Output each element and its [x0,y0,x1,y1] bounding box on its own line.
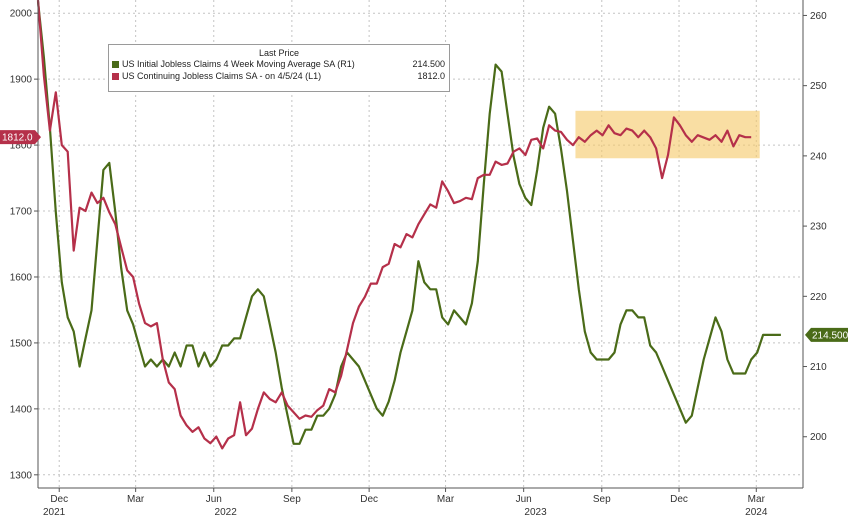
right-tick-label: 230 [810,222,827,233]
legend-label-continuing-claims: US Continuing Jobless Claims SA - on 4/5… [122,71,322,81]
left-tick-label: 1800 [10,141,33,152]
legend: Last Price US Initial Jobless Claims 4 W… [108,44,450,92]
x-tick-label: Jun [206,494,222,505]
left-tick-label: 1500 [10,338,33,349]
axes: 2000 1900 1800 1700 1600 1500 1400 1300 260 250 24… [10,0,827,518]
right-last-value-label: 214.500 [812,330,848,341]
legend-swatch-initial-claims [112,60,119,68]
left-tick-label: 1400 [10,404,33,415]
left-tick-label: 1700 [10,207,33,218]
last-value-tags: 1812.0 214.500 [0,130,848,342]
left-tick-label: 1600 [10,272,33,283]
right-tick-label: 220 [810,292,827,303]
legend-value-continuing-claims: 1812.0 [417,71,445,81]
legend-label-initial-claims: US Initial Jobless Claims 4 Week Moving … [122,59,355,69]
legend-title: Last Price [258,48,300,58]
right-tick-label: 200 [810,432,827,443]
x-tick-label: Mar [437,494,455,505]
left-tick-label: 2000 [10,9,33,20]
legend-entry-continuing-claims: US Continuing Jobless Claims SA - on 4/5… [109,70,449,82]
legend-entry-initial-claims: US Initial Jobless Claims 4 Week Moving … [109,58,449,70]
x-tick-label: Sep [283,494,301,505]
left-last-value-label: 1812.0 [2,133,33,144]
x-year-label: 2024 [745,507,768,518]
x-tick-label: Mar [748,494,766,505]
x-year-label: 2022 [215,507,238,518]
x-tick-label: Dec [360,494,378,505]
x-tick-label: Mar [127,494,145,505]
right-tick-label: 210 [810,362,827,373]
right-last-value-tag [805,327,848,342]
right-tick-label: 240 [810,151,827,162]
right-tick-label: 260 [810,11,827,22]
series-lines [36,0,781,450]
legend-swatch-continuing-claims [112,72,119,80]
left-last-value-tag [0,130,41,145]
right-tick-label: 250 [810,81,827,92]
x-tick-label: Dec [670,494,688,505]
x-tick-label: Jun [516,494,532,505]
x-year-label: 2021 [43,507,66,518]
left-tick-label: 1900 [10,75,33,86]
x-tick-label: Dec [50,494,68,505]
left-tick-label: 1300 [10,470,33,481]
legend-value-initial-claims: 214.500 [412,59,445,69]
x-tick-label: Sep [593,494,611,505]
x-year-label: 2023 [524,507,547,518]
series-line-initial-claims [36,1,781,445]
series-line-continuing-claims [36,0,752,450]
